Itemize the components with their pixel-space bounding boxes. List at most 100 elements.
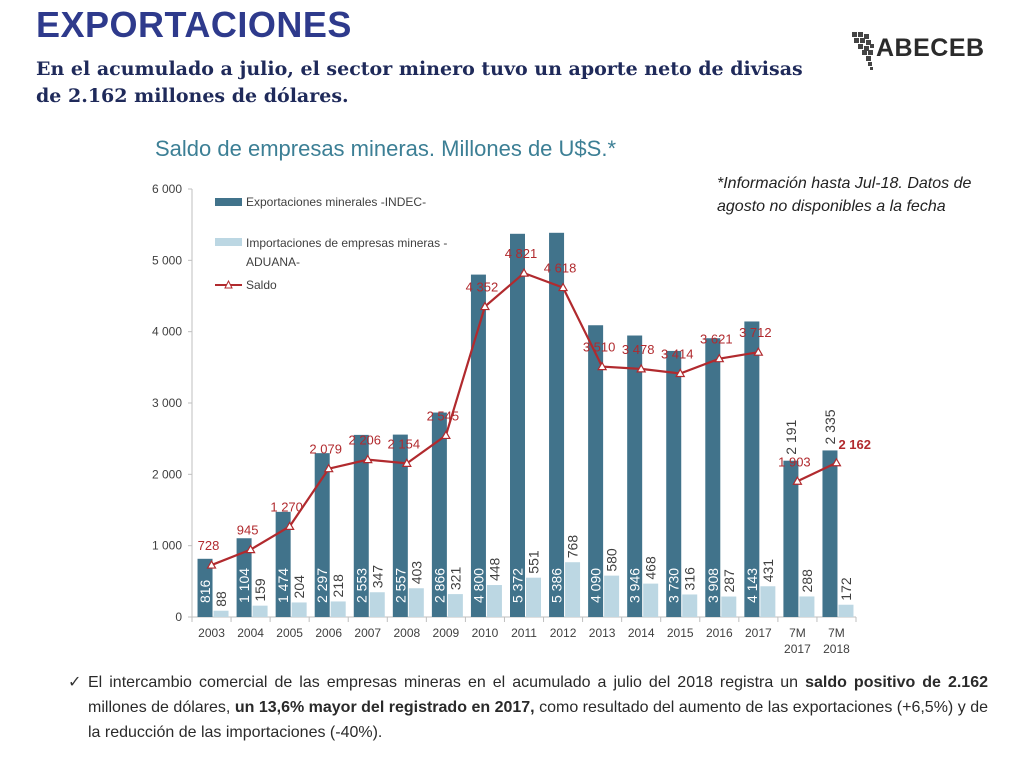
y-tick-label: 5 000 [152, 253, 182, 267]
import-value-label: 316 [682, 567, 698, 591]
import-value-label: 768 [565, 535, 581, 559]
x-tick-label: 2017 [784, 642, 811, 656]
saldo-point [597, 361, 608, 371]
export-bar [314, 453, 330, 617]
y-tick-label: 4 000 [152, 325, 182, 339]
export-bar [470, 274, 486, 617]
saldo-value-label: 3 510 [583, 340, 616, 355]
x-tick-label: 7M [828, 626, 845, 640]
logo-text: ABECEB [876, 34, 985, 62]
check-icon: ✓ [68, 674, 82, 691]
x-tick-label: 2008 [393, 626, 420, 640]
legend-marker-saldo [224, 279, 233, 289]
saldo-value-label: 1 270 [270, 499, 303, 514]
import-bar [838, 604, 854, 617]
export-bar [705, 338, 721, 617]
import-bar [526, 577, 541, 617]
saldo-point [636, 363, 647, 373]
x-tick-label: 2018 [823, 642, 850, 656]
saldo-line [796, 461, 837, 483]
import-value-label: 321 [447, 567, 463, 591]
x-tick-label: 7M [789, 626, 806, 640]
import-value-label: 218 [330, 574, 346, 598]
y-tick-label: 1 000 [152, 539, 182, 553]
saldo-point [401, 458, 412, 467]
import-bar [799, 596, 815, 617]
x-tick-label: 2009 [433, 626, 460, 640]
export-value-label: 1 474 [275, 568, 291, 603]
import-bar [643, 583, 659, 617]
saldo-point [675, 368, 686, 378]
export-bar [197, 558, 213, 617]
legend-swatch-imports [215, 238, 242, 246]
abeceb-logo: ABECEB [850, 30, 990, 72]
bars-layer: 816 88 1 104 159 1 474 204 2 297 218 2 553 347 2 5… [197, 232, 854, 618]
import-bar [760, 586, 776, 617]
import-value-label: 347 [369, 565, 385, 589]
export-value-label: 1 104 [236, 568, 252, 603]
saldo-point [206, 559, 217, 569]
saldo-point [245, 544, 256, 554]
legend-label-saldo: Saldo [246, 278, 277, 292]
import-bar [291, 602, 307, 617]
saldo-value-label: 3 712 [739, 325, 772, 340]
x-tick-label: 2003 [198, 626, 225, 640]
import-bar [486, 585, 502, 617]
saldo-value-label: 2 206 [348, 433, 381, 448]
export-bar [588, 325, 604, 617]
import-value-label: 159 [252, 578, 268, 602]
saldo-point [792, 476, 803, 485]
export-bar [392, 434, 408, 617]
export-value-label: 2 557 [392, 568, 408, 603]
export-value-label: 816 [197, 579, 213, 603]
saldo-value-label: 2 162 [838, 437, 871, 452]
x-tick-label: 2012 [550, 626, 577, 640]
legend-label-exports: Exportaciones minerales -INDEC- [246, 195, 426, 209]
import-bar [408, 588, 424, 617]
x-tick-label: 2010 [472, 626, 499, 640]
export-bar [510, 233, 525, 617]
export-bar [822, 450, 838, 617]
x-tick-label: 2006 [315, 626, 342, 640]
import-value-label: 172 [838, 577, 854, 601]
export-bar [236, 538, 252, 617]
x-tick-label: 2016 [706, 626, 733, 640]
export-bar [627, 335, 643, 617]
saldo-value-label: 945 [237, 523, 259, 538]
saldo-value-label: 1 903 [778, 454, 811, 469]
export-bar [549, 232, 565, 618]
export-value-label: 2 866 [431, 568, 447, 603]
import-value-label: 580 [604, 548, 620, 572]
import-bar [330, 601, 346, 617]
footer-part-1: El intercambio comercial de las empresas… [88, 674, 806, 691]
x-tick-label: 2005 [276, 626, 303, 640]
legend: Exportaciones minerales -INDEC- Importaci… [215, 195, 447, 292]
saldo-value-label: 3 621 [700, 332, 733, 347]
import-bar [252, 605, 268, 617]
saldo-value-label: 3 478 [622, 342, 655, 357]
footer-part-2: millones de dólares, [88, 699, 235, 716]
import-bar [682, 594, 698, 617]
x-tick-label: 2013 [589, 626, 616, 640]
import-bar [721, 596, 737, 617]
import-bar [369, 592, 385, 617]
import-value-label: 551 [526, 550, 542, 574]
footer-bold-1: saldo positivo de 2.162 [805, 674, 989, 691]
export-bar [431, 412, 447, 617]
import-value-label: 468 [643, 556, 659, 580]
export-bar [744, 321, 760, 617]
saldo-point [440, 430, 451, 440]
saldo-point [753, 347, 764, 356]
saldo-value-label: 4 618 [544, 261, 577, 276]
saldo-point [831, 457, 842, 467]
export-bar [275, 511, 291, 617]
legend-label-imports: Importaciones de empresas mineras - [246, 236, 447, 250]
saldo-value-label: 3 414 [661, 346, 694, 361]
import-value-label: 448 [486, 557, 502, 581]
y-tick-label: 0 [175, 610, 182, 624]
saldo-point [479, 301, 490, 311]
saldo-value-label: 2 545 [427, 408, 460, 423]
x-tick-label: 2014 [628, 626, 655, 640]
import-bar [604, 575, 620, 617]
legend-label-imports-cont: ADUANA- [246, 255, 300, 269]
